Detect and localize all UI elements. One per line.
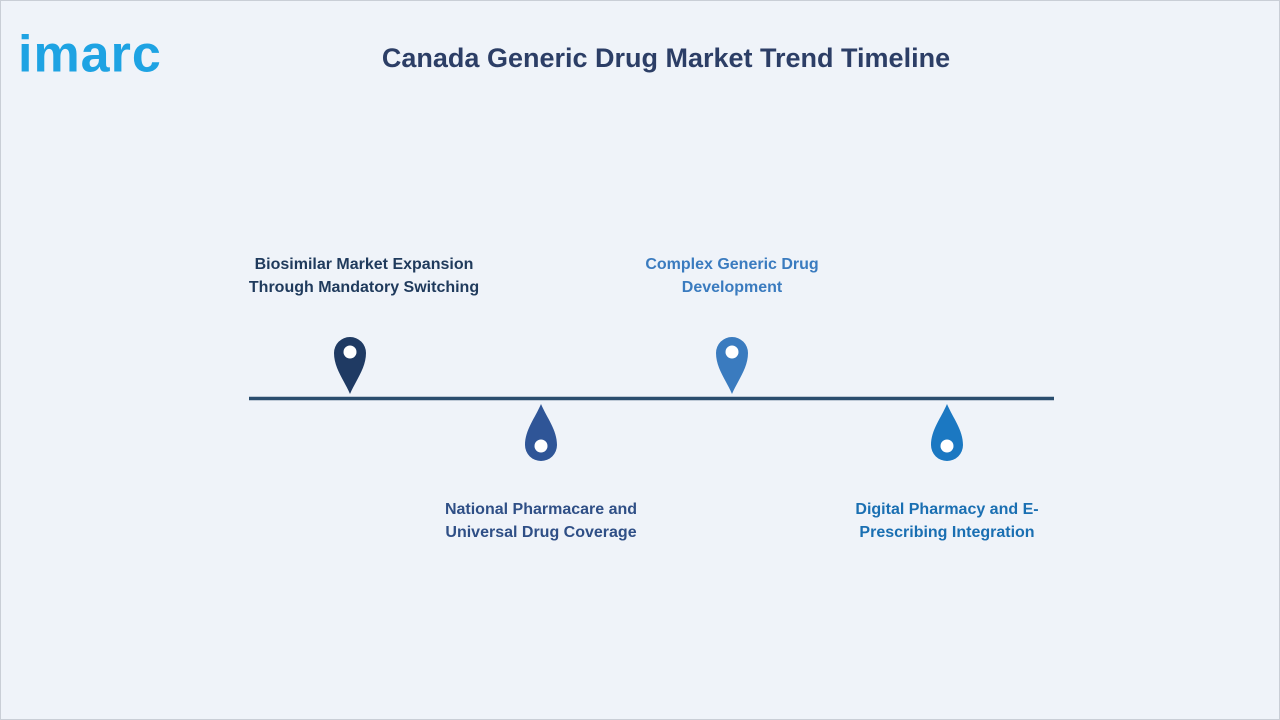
pin-hole <box>534 439 548 453</box>
milestone-label: Through Mandatory Switching <box>249 279 479 296</box>
pin <box>716 337 748 394</box>
milestone-label: National Pharmacare and <box>445 501 637 518</box>
pin-hole <box>940 439 954 453</box>
pin-hole <box>343 345 357 359</box>
milestone-label: Universal Drug Coverage <box>445 524 636 541</box>
milestone-label: Prescribing Integration <box>859 524 1034 541</box>
pin <box>334 337 366 394</box>
milestone-label: Development <box>682 279 783 296</box>
milestone-label: Complex Generic Drug <box>645 256 818 273</box>
pin <box>525 404 557 461</box>
pin-hole <box>725 345 739 359</box>
milestone-label: Biosimilar Market Expansion <box>255 256 474 273</box>
pin <box>931 404 963 461</box>
milestone-label: Digital Pharmacy and E- <box>855 501 1038 518</box>
timeline-items: Biosimilar Market Expansion Through Manda… <box>249 256 1039 541</box>
logo: imarc <box>18 26 162 84</box>
title: Canada Generic Drug Market Trend Timelin… <box>382 43 950 73</box>
